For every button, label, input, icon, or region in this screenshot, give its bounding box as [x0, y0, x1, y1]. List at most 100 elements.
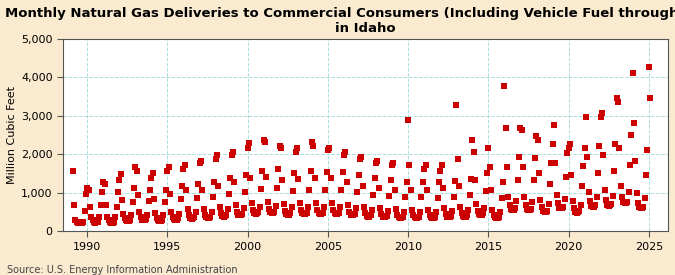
- Point: [244, 141, 254, 146]
- Point: [564, 142, 575, 146]
- Point: [203, 216, 214, 220]
- Point: [594, 144, 605, 148]
- Point: [211, 153, 222, 158]
- Point: [412, 216, 423, 220]
- Point: [388, 161, 399, 165]
- Point: [520, 203, 531, 208]
- Point: [301, 210, 312, 215]
- Point: [350, 206, 361, 211]
- Point: [121, 218, 132, 222]
- Point: [292, 146, 302, 150]
- Point: [571, 210, 582, 215]
- Y-axis label: Million Cubic Feet: Million Cubic Feet: [7, 86, 17, 184]
- Point: [638, 204, 649, 209]
- Point: [612, 95, 622, 100]
- Point: [86, 215, 97, 219]
- Point: [595, 115, 606, 119]
- Point: [591, 194, 602, 199]
- Point: [189, 215, 200, 219]
- Point: [387, 163, 398, 167]
- Point: [157, 218, 167, 222]
- Point: [79, 208, 90, 213]
- Point: [384, 194, 395, 198]
- Point: [194, 161, 205, 165]
- Point: [88, 220, 99, 224]
- Point: [226, 153, 237, 158]
- Point: [610, 142, 621, 147]
- Point: [278, 202, 289, 207]
- Point: [614, 145, 625, 150]
- Point: [248, 207, 259, 212]
- Point: [572, 210, 583, 214]
- Point: [587, 204, 598, 209]
- Point: [575, 203, 586, 207]
- Point: [410, 215, 421, 219]
- Point: [435, 169, 446, 173]
- Point: [101, 203, 111, 207]
- Point: [447, 208, 458, 213]
- Point: [87, 218, 98, 222]
- Point: [375, 206, 385, 211]
- Point: [380, 215, 391, 219]
- Point: [115, 172, 126, 176]
- Point: [624, 163, 635, 167]
- Point: [178, 167, 189, 171]
- Point: [257, 169, 268, 173]
- Point: [392, 212, 403, 217]
- Point: [437, 186, 448, 190]
- Point: [428, 216, 439, 220]
- Point: [340, 150, 351, 154]
- Point: [117, 197, 128, 202]
- Point: [590, 203, 601, 208]
- Point: [622, 200, 633, 204]
- Point: [335, 204, 346, 209]
- Point: [286, 205, 297, 210]
- Point: [177, 184, 188, 188]
- Point: [439, 206, 450, 211]
- Point: [560, 175, 571, 179]
- Point: [240, 189, 250, 194]
- Point: [209, 180, 219, 184]
- Point: [259, 138, 269, 142]
- Point: [460, 214, 471, 219]
- Point: [383, 208, 394, 213]
- Point: [90, 221, 101, 225]
- Point: [413, 214, 424, 219]
- Point: [305, 169, 316, 173]
- Point: [68, 203, 79, 207]
- Point: [298, 212, 309, 216]
- Point: [170, 218, 181, 222]
- Point: [406, 188, 416, 192]
- Point: [72, 221, 83, 226]
- Point: [634, 205, 645, 209]
- Point: [309, 176, 320, 181]
- Point: [443, 215, 454, 219]
- Point: [126, 213, 137, 217]
- Point: [130, 164, 141, 169]
- Point: [475, 213, 486, 217]
- Point: [583, 189, 594, 194]
- Point: [621, 201, 632, 205]
- Point: [76, 221, 87, 225]
- Point: [256, 187, 267, 191]
- Point: [472, 208, 483, 213]
- Point: [450, 179, 460, 183]
- Point: [282, 212, 293, 217]
- Point: [349, 212, 360, 216]
- Point: [328, 207, 339, 212]
- Point: [297, 211, 308, 215]
- Point: [232, 209, 242, 214]
- Point: [181, 188, 192, 192]
- Point: [506, 207, 516, 211]
- Point: [474, 212, 485, 216]
- Point: [139, 218, 150, 222]
- Point: [200, 212, 211, 217]
- Point: [524, 208, 535, 212]
- Point: [549, 122, 560, 127]
- Point: [324, 146, 335, 150]
- Point: [522, 207, 533, 211]
- Point: [316, 212, 327, 216]
- Point: [452, 157, 463, 161]
- Point: [570, 210, 580, 214]
- Point: [275, 146, 286, 150]
